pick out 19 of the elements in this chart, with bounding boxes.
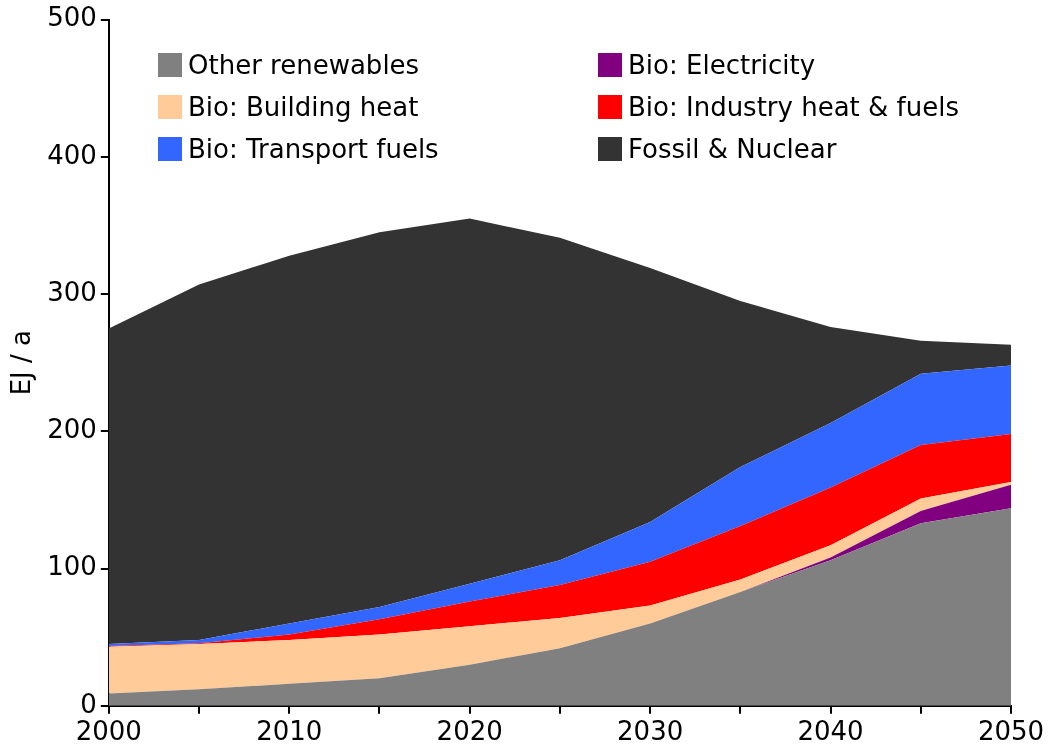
x-tick-label: 2050: [977, 716, 1045, 747]
legend-label: Fossil & Nuclear: [628, 134, 837, 164]
legend-label: Bio: Industry heat & fuels: [628, 92, 960, 122]
x-tick-label: 2010: [256, 716, 323, 747]
y-axis-title: EJ / a: [6, 330, 37, 396]
legend-label: Bio: Transport fuels: [188, 134, 439, 164]
legend-label: Bio: Electricity: [628, 50, 816, 80]
x-tick-label: 2020: [436, 716, 503, 747]
x-tick-label: 2000: [75, 716, 142, 747]
y-tick-label: 300: [47, 276, 97, 307]
x-tick-label: 2030: [617, 716, 684, 747]
x-tick-label: 2040: [797, 716, 864, 747]
y-tick-label: 500: [47, 2, 97, 33]
y-tick-label: 100: [47, 551, 97, 582]
y-tick-label: 200: [47, 414, 97, 445]
legend-label: Bio: Building heat: [188, 92, 419, 122]
y-tick-label: 0: [80, 688, 97, 719]
legend-label: Other renewables: [188, 50, 420, 80]
y-tick-label: 400: [47, 139, 97, 170]
